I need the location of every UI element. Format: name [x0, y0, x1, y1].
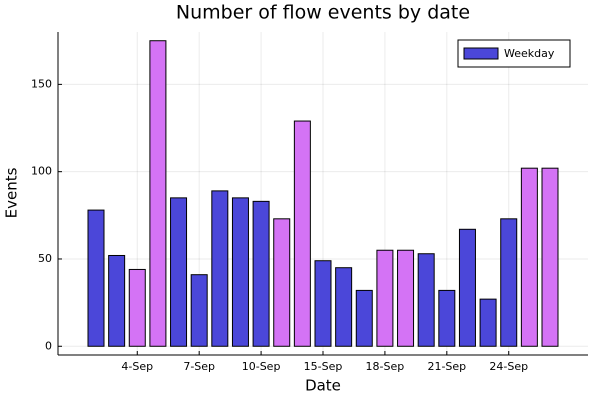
- x-tick-label: 7-Sep: [183, 360, 215, 373]
- bar: [376, 249, 394, 347]
- bar: [335, 267, 353, 347]
- bar: [170, 197, 188, 347]
- x-tick-label: 24-Sep: [489, 360, 528, 373]
- bar: [355, 289, 373, 347]
- legend-label: Weekday: [504, 47, 555, 60]
- bar: [190, 274, 208, 347]
- bar: [128, 268, 146, 347]
- bar: [541, 167, 559, 347]
- x-tick-label: 15-Sep: [304, 360, 343, 373]
- y-tick-label: 0: [45, 339, 52, 352]
- bar: [273, 218, 291, 347]
- bar: [149, 40, 167, 347]
- bar: [520, 167, 538, 347]
- x-axis-label: Date: [305, 377, 341, 395]
- bar: [417, 253, 435, 347]
- bar: [479, 298, 497, 347]
- bar: [438, 289, 456, 347]
- x-tick-label: 18-Sep: [366, 360, 405, 373]
- x-tick-label: 21-Sep: [427, 360, 466, 373]
- y-tick-label: 100: [31, 165, 52, 178]
- bar: [252, 200, 270, 347]
- y-axis-label: Events: [3, 167, 21, 218]
- y-tick-label: 50: [38, 252, 52, 265]
- chart-title: Number of flow events by date: [176, 2, 470, 24]
- bar: [293, 120, 311, 347]
- y-tick-label: 150: [31, 77, 52, 90]
- bar: [211, 190, 229, 347]
- x-tick-label: 4-Sep: [121, 360, 153, 373]
- bar: [500, 218, 518, 347]
- bar: [231, 197, 249, 347]
- legend-swatch: [463, 47, 499, 60]
- bar: [108, 254, 126, 347]
- bar: [458, 228, 476, 347]
- bar: [397, 249, 415, 347]
- bar: [314, 260, 332, 347]
- x-tick-label: 10-Sep: [242, 360, 281, 373]
- bar: [87, 209, 105, 347]
